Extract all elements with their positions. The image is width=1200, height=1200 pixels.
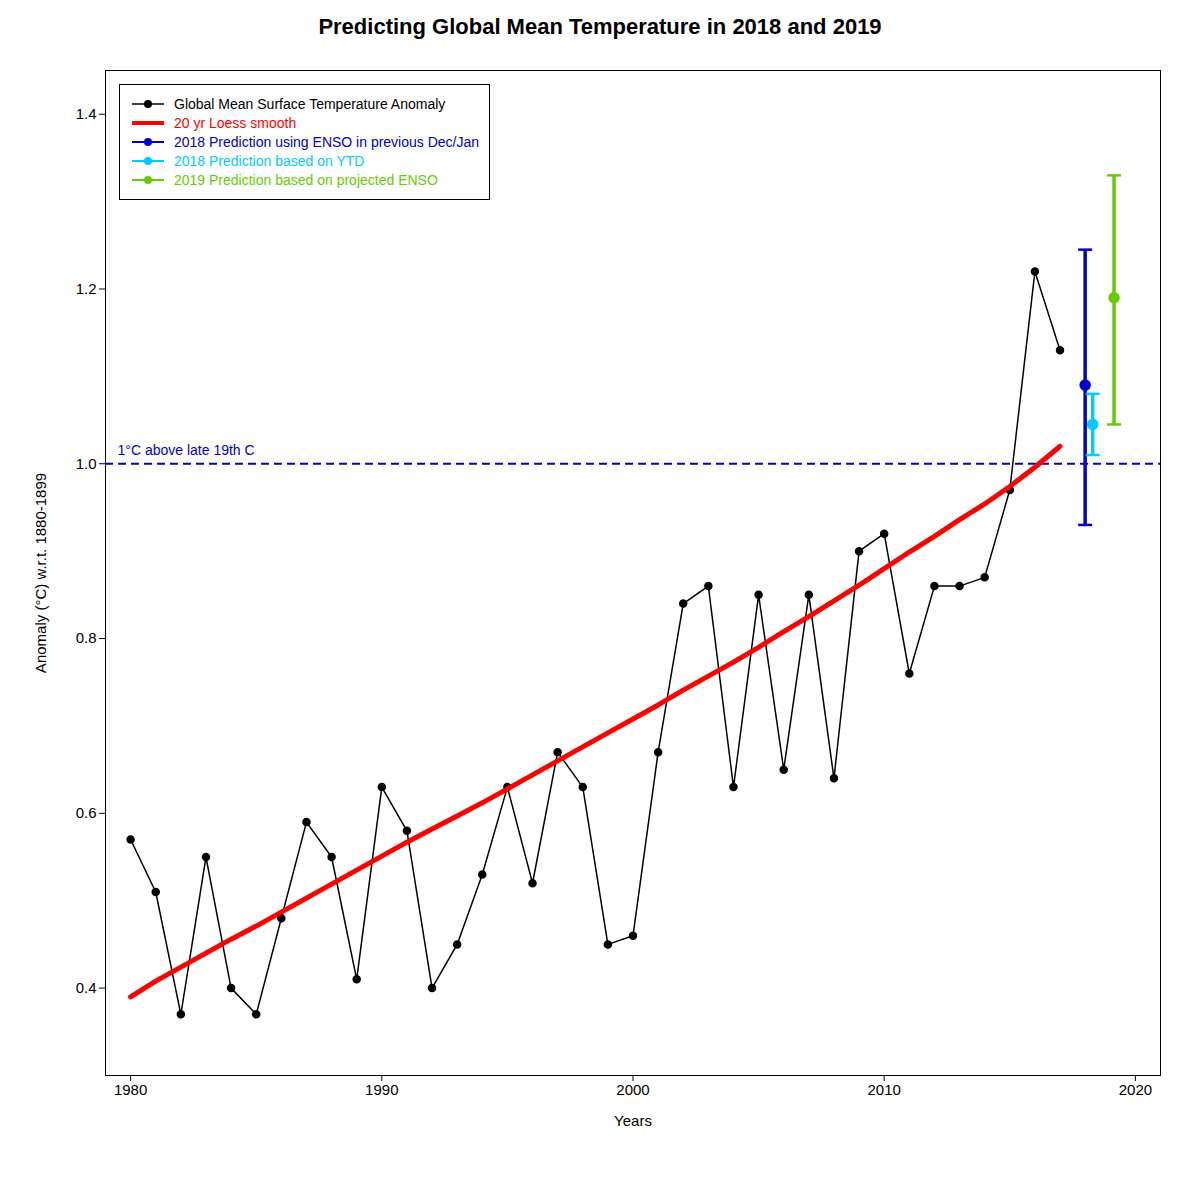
svg-text:2010: 2010 xyxy=(868,1081,901,1098)
html-text:2018 Prediction using ENSO in: 2018 Prediction using ENSO in previous D… xyxy=(174,134,480,150)
svg-text:1.2: 1.2 xyxy=(76,280,97,297)
svg-text:0.6: 0.6 xyxy=(76,804,97,821)
html-text:20 yr Loess smooth: 20 yr Loess smooth xyxy=(174,115,297,131)
svg-text:1.4: 1.4 xyxy=(76,105,97,122)
svg-text:2020: 2020 xyxy=(1119,1081,1152,1098)
svg-text:1°C above late 19th C: 1°C above late 19th C xyxy=(118,442,255,458)
svg-text:Years: Years xyxy=(614,1112,652,1129)
svg-text:0.4: 0.4 xyxy=(76,979,97,996)
html-text:2019 Prediction based on proje: 2019 Prediction based on projected ENSO xyxy=(174,172,438,188)
html-text:2018 Prediction based on YTD: 2018 Prediction based on YTD xyxy=(174,153,365,169)
html-text:Global Mean Surface Temperatur: Global Mean Surface Temperature Anomaly xyxy=(174,96,446,112)
svg-text:1.0: 1.0 xyxy=(76,455,97,472)
svg-text:Anomaly (°C) w.r.t. 1880-1899: Anomaly (°C) w.r.t. 1880-1899 xyxy=(32,473,49,673)
svg-text:1980: 1980 xyxy=(114,1081,147,1098)
svg-text:2000: 2000 xyxy=(616,1081,649,1098)
svg-text:1990: 1990 xyxy=(365,1081,398,1098)
html-text:Predicting Global Mean Tempera: Predicting Global Mean Temperature in 20… xyxy=(318,14,882,39)
svg-text:0.8: 0.8 xyxy=(76,629,97,646)
